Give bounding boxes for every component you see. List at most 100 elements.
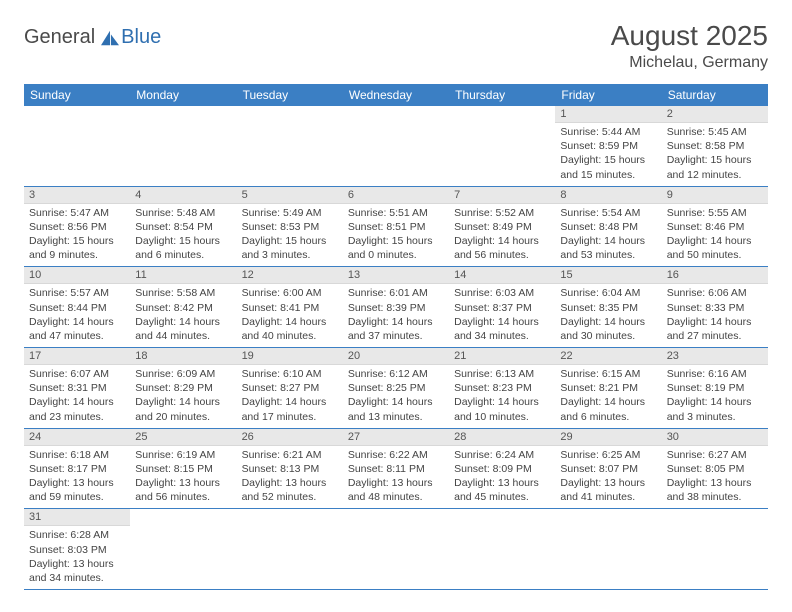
day-number: 26 [237,429,343,446]
calendar-day-cell: 29Sunrise: 6:25 AMSunset: 8:07 PMDayligh… [555,428,661,509]
day-details: Sunrise: 6:13 AMSunset: 8:23 PMDaylight:… [449,365,555,428]
weekday-header: Friday [555,84,661,106]
sail-icon [99,29,121,47]
day-details: Sunrise: 6:22 AMSunset: 8:11 PMDaylight:… [343,446,449,509]
day-number: 27 [343,429,449,446]
day-number: 9 [662,187,768,204]
weekday-header: Sunday [24,84,130,106]
day-number: 15 [555,267,661,284]
weekday-header: Wednesday [343,84,449,106]
calendar-week-row: 10Sunrise: 5:57 AMSunset: 8:44 PMDayligh… [24,267,768,348]
calendar-day-cell: 1Sunrise: 5:44 AMSunset: 8:59 PMDaylight… [555,106,661,186]
calendar-day-cell: 28Sunrise: 6:24 AMSunset: 8:09 PMDayligh… [449,428,555,509]
day-details: Sunrise: 6:00 AMSunset: 8:41 PMDaylight:… [237,284,343,347]
day-number: 30 [662,429,768,446]
day-number: 13 [343,267,449,284]
day-details: Sunrise: 5:58 AMSunset: 8:42 PMDaylight:… [130,284,236,347]
day-details: Sunrise: 6:27 AMSunset: 8:05 PMDaylight:… [662,446,768,509]
title-block: August 2025 Michelau, Germany [611,20,768,72]
day-details: Sunrise: 6:21 AMSunset: 8:13 PMDaylight:… [237,446,343,509]
day-number: 28 [449,429,555,446]
calendar-day-cell: 4Sunrise: 5:48 AMSunset: 8:54 PMDaylight… [130,186,236,267]
day-number: 24 [24,429,130,446]
calendar-week-row: 24Sunrise: 6:18 AMSunset: 8:17 PMDayligh… [24,428,768,509]
calendar-day-cell: 15Sunrise: 6:04 AMSunset: 8:35 PMDayligh… [555,267,661,348]
calendar-day-cell: .. [555,509,661,590]
calendar-day-cell: 13Sunrise: 6:01 AMSunset: 8:39 PMDayligh… [343,267,449,348]
calendar-day-cell: 10Sunrise: 5:57 AMSunset: 8:44 PMDayligh… [24,267,130,348]
day-number: 3 [24,187,130,204]
calendar-day-cell: 24Sunrise: 6:18 AMSunset: 8:17 PMDayligh… [24,428,130,509]
calendar-day-cell: 6Sunrise: 5:51 AMSunset: 8:51 PMDaylight… [343,186,449,267]
day-number: 7 [449,187,555,204]
day-number: 8 [555,187,661,204]
day-details: Sunrise: 5:44 AMSunset: 8:59 PMDaylight:… [555,123,661,186]
calendar-week-row: 31Sunrise: 6:28 AMSunset: 8:03 PMDayligh… [24,509,768,590]
day-details: Sunrise: 5:49 AMSunset: 8:53 PMDaylight:… [237,204,343,267]
day-details: Sunrise: 6:15 AMSunset: 8:21 PMDaylight:… [555,365,661,428]
brand-logo: General Blue [24,26,161,49]
day-details: Sunrise: 5:45 AMSunset: 8:58 PMDaylight:… [662,123,768,186]
day-number: 25 [130,429,236,446]
month-title: August 2025 [611,20,768,52]
calendar-week-row: 3Sunrise: 5:47 AMSunset: 8:56 PMDaylight… [24,186,768,267]
brand-part2: Blue [121,26,161,49]
calendar-day-cell: 20Sunrise: 6:12 AMSunset: 8:25 PMDayligh… [343,348,449,429]
calendar-day-cell: 11Sunrise: 5:58 AMSunset: 8:42 PMDayligh… [130,267,236,348]
calendar-day-cell: 9Sunrise: 5:55 AMSunset: 8:46 PMDaylight… [662,186,768,267]
calendar-day-cell: 23Sunrise: 6:16 AMSunset: 8:19 PMDayligh… [662,348,768,429]
calendar-table: SundayMondayTuesdayWednesdayThursdayFrid… [24,84,768,590]
day-details: Sunrise: 5:47 AMSunset: 8:56 PMDaylight:… [24,204,130,267]
calendar-body: ..........1Sunrise: 5:44 AMSunset: 8:59 … [24,106,768,590]
day-number: 1 [555,106,661,123]
day-number: 14 [449,267,555,284]
day-details: Sunrise: 6:07 AMSunset: 8:31 PMDaylight:… [24,365,130,428]
day-number: 19 [237,348,343,365]
day-details: Sunrise: 6:04 AMSunset: 8:35 PMDaylight:… [555,284,661,347]
calendar-day-cell: 7Sunrise: 5:52 AMSunset: 8:49 PMDaylight… [449,186,555,267]
day-number: 17 [24,348,130,365]
day-details: Sunrise: 6:09 AMSunset: 8:29 PMDaylight:… [130,365,236,428]
day-details: Sunrise: 6:12 AMSunset: 8:25 PMDaylight:… [343,365,449,428]
day-number: 11 [130,267,236,284]
calendar-header-row: SundayMondayTuesdayWednesdayThursdayFrid… [24,84,768,106]
calendar-day-cell: 17Sunrise: 6:07 AMSunset: 8:31 PMDayligh… [24,348,130,429]
day-number: 12 [237,267,343,284]
weekday-header: Saturday [662,84,768,106]
day-details: Sunrise: 6:03 AMSunset: 8:37 PMDaylight:… [449,284,555,347]
day-number: 23 [662,348,768,365]
calendar-week-row: ..........1Sunrise: 5:44 AMSunset: 8:59 … [24,106,768,186]
day-number: 5 [237,187,343,204]
day-number: 29 [555,429,661,446]
calendar-day-cell: 31Sunrise: 6:28 AMSunset: 8:03 PMDayligh… [24,509,130,590]
day-number: 10 [24,267,130,284]
day-number: 20 [343,348,449,365]
calendar-day-cell: 8Sunrise: 5:54 AMSunset: 8:48 PMDaylight… [555,186,661,267]
day-details: Sunrise: 5:54 AMSunset: 8:48 PMDaylight:… [555,204,661,267]
day-details: Sunrise: 5:52 AMSunset: 8:49 PMDaylight:… [449,204,555,267]
calendar-day-cell: 30Sunrise: 6:27 AMSunset: 8:05 PMDayligh… [662,428,768,509]
day-details: Sunrise: 5:51 AMSunset: 8:51 PMDaylight:… [343,204,449,267]
calendar-day-cell: 18Sunrise: 6:09 AMSunset: 8:29 PMDayligh… [130,348,236,429]
day-number: 4 [130,187,236,204]
brand-part1: General [24,26,95,49]
day-details: Sunrise: 5:55 AMSunset: 8:46 PMDaylight:… [662,204,768,267]
calendar-day-cell: .. [449,106,555,186]
calendar-day-cell: 19Sunrise: 6:10 AMSunset: 8:27 PMDayligh… [237,348,343,429]
calendar-day-cell: .. [130,106,236,186]
calendar-day-cell: 14Sunrise: 6:03 AMSunset: 8:37 PMDayligh… [449,267,555,348]
weekday-header: Thursday [449,84,555,106]
day-details: Sunrise: 6:19 AMSunset: 8:15 PMDaylight:… [130,446,236,509]
day-details: Sunrise: 6:01 AMSunset: 8:39 PMDaylight:… [343,284,449,347]
calendar-day-cell: 26Sunrise: 6:21 AMSunset: 8:13 PMDayligh… [237,428,343,509]
day-number: 18 [130,348,236,365]
day-number: 2 [662,106,768,123]
day-number: 31 [24,509,130,526]
calendar-day-cell: .. [662,509,768,590]
calendar-day-cell: 12Sunrise: 6:00 AMSunset: 8:41 PMDayligh… [237,267,343,348]
calendar-day-cell: .. [237,509,343,590]
day-number: 16 [662,267,768,284]
calendar-day-cell: .. [343,106,449,186]
day-details: Sunrise: 5:57 AMSunset: 8:44 PMDaylight:… [24,284,130,347]
day-details: Sunrise: 6:06 AMSunset: 8:33 PMDaylight:… [662,284,768,347]
